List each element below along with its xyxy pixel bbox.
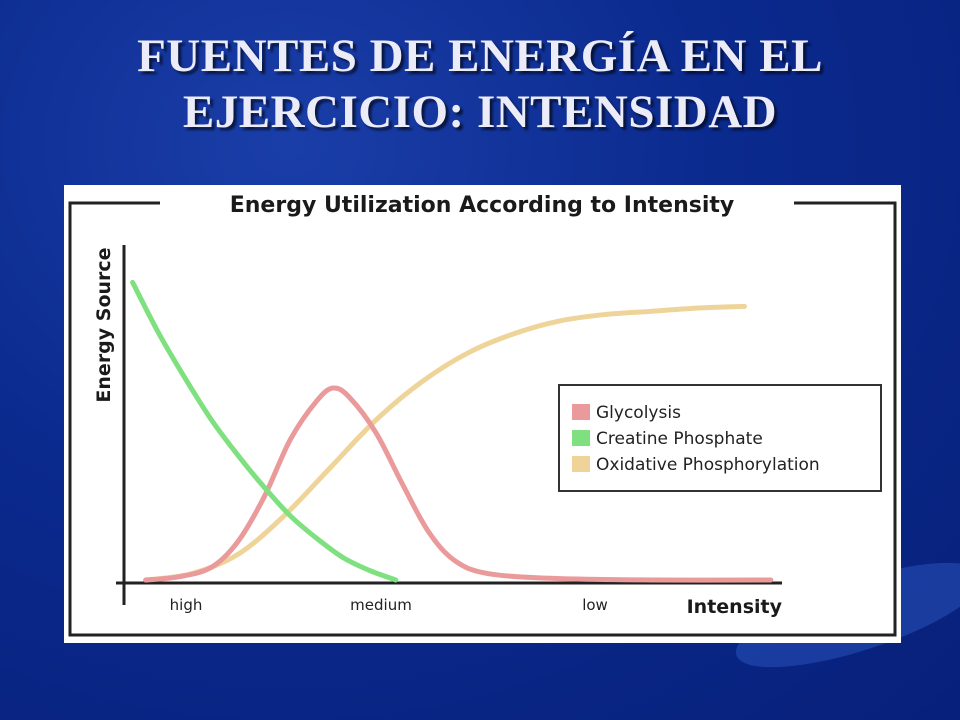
legend-swatch-creatine-phosphate: [572, 430, 590, 446]
legend-swatch-oxidative-phosphorylation: [572, 456, 590, 472]
series-line-glycolysis: [143, 385, 774, 583]
legend: Glycolysis Creatine Phosphate Oxidative …: [558, 384, 882, 492]
series-layer: [130, 279, 774, 583]
x-tick-label: low: [582, 596, 608, 614]
legend-label-oxidative-phosphorylation: Oxidative Phosphorylation: [596, 455, 820, 475]
chart-frame: [68, 201, 897, 637]
legend-label-creatine-phosphate: Creatine Phosphate: [596, 429, 763, 449]
legend-box: [558, 384, 882, 492]
series-line-oxidative-phosphorylation: [143, 303, 747, 583]
y-axis-title: Energy Source: [93, 247, 115, 402]
legend-swatch-glycolysis: [572, 404, 590, 420]
chart-figure: Energy Utilization According to Intensit…: [64, 185, 901, 643]
legend-label-glycolysis: Glycolysis: [596, 403, 681, 423]
x-tick-label: high: [170, 596, 203, 614]
slide-title-line-2: EJERCICIO: INTENSIDAD: [182, 86, 778, 138]
chart-title: Energy Utilization According to Intensit…: [230, 193, 735, 218]
x-tick-label: medium: [350, 596, 412, 614]
chart-svg: Energy Utilization According to Intensit…: [68, 193, 897, 637]
x-axis-title: Intensity: [687, 596, 783, 618]
slide-title-line-1: FUENTES DE ENERGÍA EN EL: [137, 30, 823, 82]
series-line-creatine-phosphate: [130, 279, 399, 583]
slide-title: FUENTES DE ENERGÍA EN EL EJERCICIO: INTE…: [0, 28, 960, 140]
